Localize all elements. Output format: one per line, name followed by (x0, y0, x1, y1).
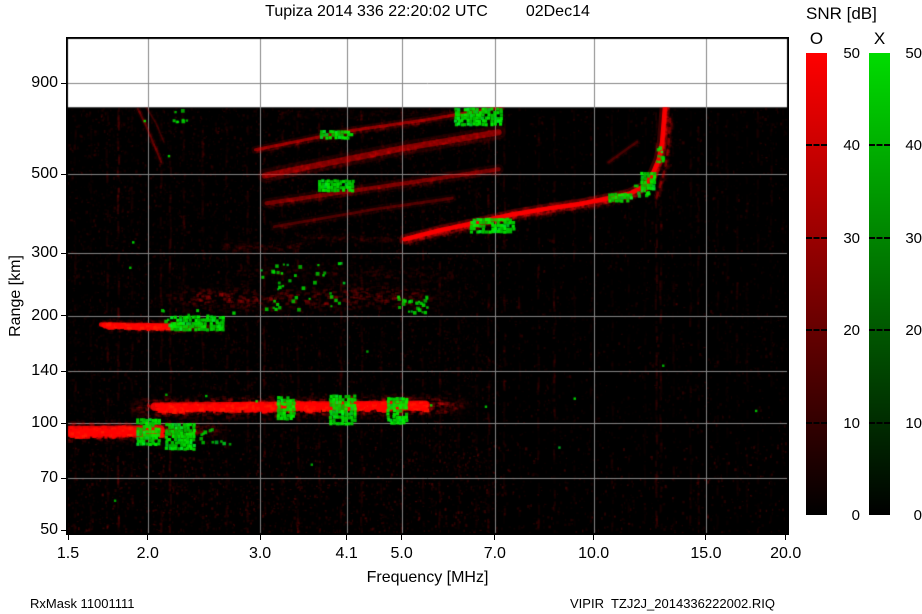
y-tick-label: 70 (40, 469, 58, 487)
x-tick (346, 535, 348, 540)
y-tick (61, 477, 66, 479)
colorbar-tick-label: 10 (843, 414, 860, 432)
y-tick (61, 529, 66, 531)
colorbar-tick-dash (806, 236, 827, 239)
colorbar-tick-dash (806, 329, 827, 332)
x-tick (593, 535, 595, 540)
y-tick (61, 252, 66, 254)
x-tick-label: 1.5 (56, 545, 80, 562)
colorbar-x-gradient (869, 53, 890, 515)
y-tick (61, 315, 66, 317)
y-tick (61, 422, 66, 424)
y-tick (61, 370, 66, 372)
colorbar-tick-dash (869, 236, 890, 239)
x-axis-label: Frequency [MHz] (366, 569, 489, 586)
colorbar-tick-dash (806, 421, 827, 424)
colorbar-tick-dash (806, 144, 827, 147)
y-tick-label: 900 (31, 74, 58, 92)
x-tick-label: 20.0 (770, 545, 802, 562)
y-tick-label: 100 (31, 414, 58, 432)
colorbar-tick-label: 30 (843, 229, 860, 247)
colorbar-tick-dash (869, 421, 890, 424)
colorbar-tick-label: 20 (905, 322, 922, 340)
x-tick-label: 3.0 (248, 545, 272, 562)
x-tick-label: 7.0 (483, 545, 506, 562)
colorbar-tick-label: 20 (843, 322, 860, 340)
title-site-time: Tupiza 2014 336 22:20:02 UTC (265, 3, 488, 20)
x-tick (147, 535, 149, 540)
y-tick-label: 200 (31, 306, 58, 324)
colorbar-tick-label: 50 (843, 45, 860, 62)
colorbar-tick-label: 40 (905, 137, 922, 155)
y-tick-label: 300 (31, 244, 58, 262)
x-tick-label: 5.0 (390, 545, 413, 562)
y-tick (61, 82, 66, 84)
x-tick (67, 535, 69, 540)
x-tick-label: 15.0 (690, 545, 722, 562)
colorbar-o-gradient (806, 53, 827, 515)
colorbar-tick-label: 10 (905, 414, 922, 432)
title-date: 02Dec14 (525, 3, 590, 20)
x-tick-label: 2.0 (136, 545, 159, 562)
colorbar-tick-dash (869, 329, 890, 332)
colorbar-tick-label: 50 (905, 45, 922, 62)
page-title: Tupiza 2014 336 22:20:02 UTC 02Dec14 (66, 3, 789, 21)
x-tick (705, 535, 707, 540)
x-tick-label: 10.0 (578, 545, 610, 562)
o-polarization-label: O (809, 29, 824, 48)
colorbar-tick-label: 30 (905, 229, 922, 247)
x-tick (785, 535, 787, 540)
footer-filename: VIPIR TZJ2J_2014336222002.RIQ (570, 596, 775, 611)
y-tick (61, 173, 66, 175)
x-tick (401, 535, 403, 540)
colorbar-tick-label: 0 (913, 507, 922, 524)
x-tick (494, 535, 496, 540)
y-tick-label: 50 (40, 521, 58, 539)
ionogram-plot-canvas (66, 37, 789, 535)
colorbar-tick-label: 0 (851, 507, 860, 524)
colorbar-tick-label: 40 (843, 137, 860, 155)
snr-legend-title: SNR [dB] (806, 4, 877, 23)
colorbar-tick-dash (869, 144, 890, 147)
x-polarization-label: X (873, 29, 886, 48)
footer-rxmask: RxMask 11001111 (30, 596, 135, 611)
y-tick-label: 500 (31, 165, 58, 183)
x-tick-label: 4.1 (335, 545, 358, 562)
x-tick (259, 535, 261, 540)
y-tick-label: 140 (31, 362, 58, 379)
